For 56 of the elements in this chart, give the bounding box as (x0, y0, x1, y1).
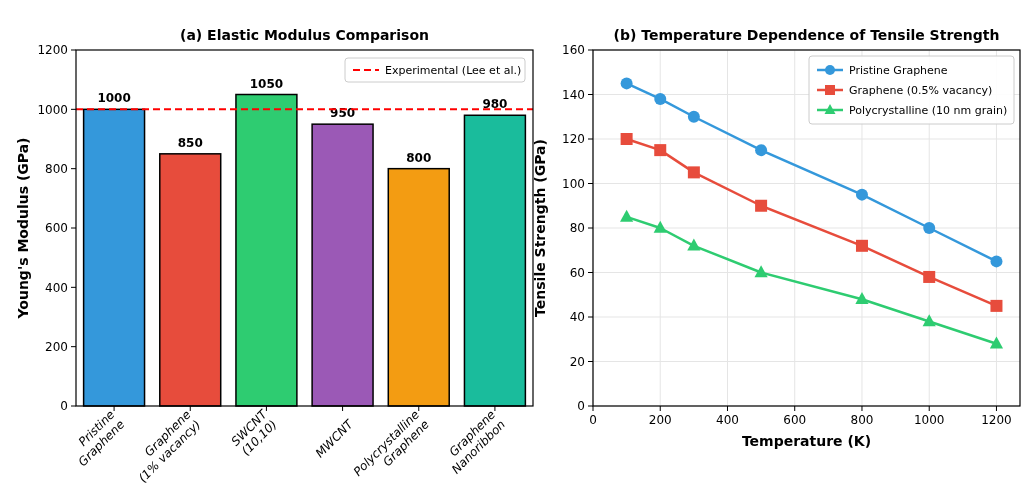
chart-title: (b) Temperature Dependence of Tensile Strength (613, 27, 1000, 43)
point (990, 255, 1003, 268)
x-tick-label: 1000 (913, 413, 945, 427)
y-tick-label: 1000 (37, 102, 68, 117)
y-tick-label: 60 (569, 265, 585, 280)
y-tick-label: 120 (562, 132, 585, 147)
point (687, 110, 700, 123)
legend-label: Graphene (0.5% vacancy) (849, 83, 993, 97)
point (922, 314, 936, 327)
x-tick-label: 200 (648, 413, 672, 427)
point (755, 199, 768, 212)
point (620, 77, 633, 90)
point (989, 336, 1004, 349)
x-tick-label: 800 (850, 413, 874, 427)
y-tick-label: 40 (569, 310, 585, 325)
point (754, 265, 768, 278)
data-label: 1000 (97, 91, 131, 106)
data-label: 980 (482, 97, 508, 112)
data-label: 800 (406, 150, 432, 165)
point (990, 299, 1003, 312)
point (923, 270, 936, 283)
legend-label: Pristine Graphene (849, 63, 948, 77)
x-tick-label: 600 (783, 413, 807, 427)
legend-label: Experimental (Lee et al.) (385, 63, 522, 77)
point (620, 209, 634, 222)
y-tick-label: 600 (45, 221, 68, 236)
y-tick-label: 800 (45, 161, 68, 176)
point (654, 144, 667, 157)
y-axis-title: Tensile Strength (GPa) (532, 139, 548, 317)
data-label: 1050 (249, 76, 284, 91)
point (855, 239, 868, 252)
point (855, 292, 869, 304)
point (620, 133, 633, 145)
point (687, 238, 701, 251)
y-tick-label: 80 (569, 221, 585, 236)
x-axis-title: Temperature (K) (741, 433, 872, 449)
x-tick-label: 0 (589, 413, 597, 427)
y-tick-label: 1200 (37, 43, 68, 58)
y-tick-label: 400 (45, 280, 68, 295)
y-tick-label: 100 (562, 176, 585, 191)
y-tick-label: 200 (45, 339, 68, 354)
point (855, 188, 868, 201)
y-tick-label: 20 (569, 354, 585, 369)
point (923, 222, 936, 234)
legend-label: Polycrystalline (10 nm grain) (849, 103, 1008, 117)
point (687, 166, 700, 179)
point (653, 220, 667, 233)
point (755, 144, 768, 157)
y-tick-label: 140 (562, 87, 585, 102)
data-label: 850 (177, 135, 203, 150)
x-tick-label: 1200 (981, 413, 1012, 427)
point (654, 92, 667, 105)
y-tick-label: 160 (562, 43, 585, 58)
y-axis-title: Young's Modulus (GPa) (15, 137, 31, 320)
chart-title: (a) Elastic Modulus Comparison (179, 27, 430, 43)
x-tick-label: 400 (716, 413, 739, 427)
